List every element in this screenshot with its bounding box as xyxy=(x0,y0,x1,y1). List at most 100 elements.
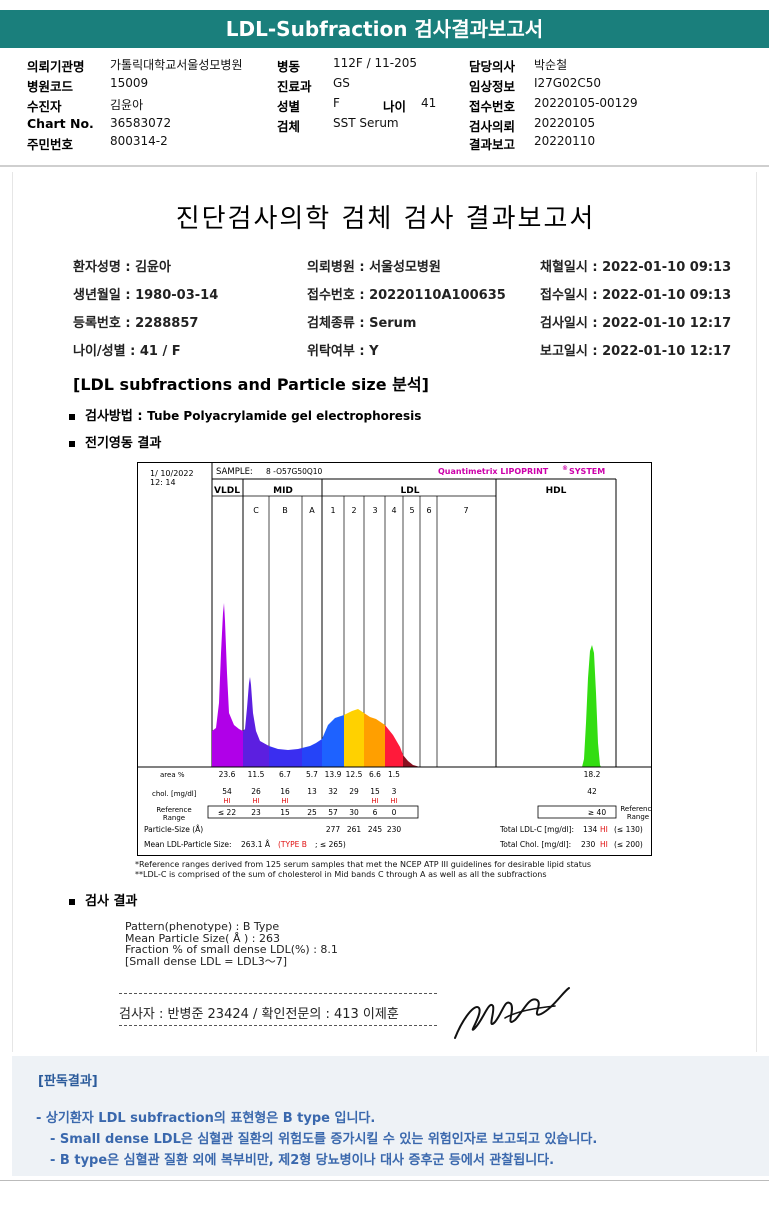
chol-value: 54 xyxy=(222,787,232,796)
interpretation-line: - B type은 심혈관 질환 외에 복부비만, 제2형 당뇨병이나 대사 증… xyxy=(50,1153,555,1168)
patient-info: 검체종류 : Serum xyxy=(307,316,417,331)
particle-size: 261 xyxy=(347,825,362,834)
header-label: 결과보고 xyxy=(469,137,516,152)
peak-ldl3 xyxy=(364,713,385,767)
signature-stroke xyxy=(454,987,570,1039)
header-value: 가톨릭대학교서울성모병원 xyxy=(110,58,243,72)
area-label: area % xyxy=(160,771,185,779)
patient-info: 등록번호 : 2288857 xyxy=(73,316,199,331)
total-ldl-value: 134 xyxy=(583,825,598,834)
ref-value: ≤ 22 xyxy=(218,808,236,817)
interpretation-panel: [판독결과] - 상기환자 LDL subfraction의 표현형은 B ty… xyxy=(12,1056,769,1176)
ref-value: 0 xyxy=(392,808,397,817)
header-value: 112F / 11-205 xyxy=(333,56,417,70)
sample-label: SAMPLE: xyxy=(216,467,253,477)
result-label: 검사 결과 xyxy=(85,894,138,909)
hi-flag: HI xyxy=(252,797,259,805)
chol-value: 16 xyxy=(280,787,290,796)
lab-report: 진단검사의학 검체 검사 결과보고서 환자성명 : 김윤아 의뢰병원 : 서울성… xyxy=(12,172,757,1052)
header-label: 나이 xyxy=(383,99,407,114)
patient-info: 보고일시 : 2022-01-10 12:17 xyxy=(540,344,732,359)
band-a: A xyxy=(309,506,315,515)
footnote: **LDL-C is comprised of the sum of chole… xyxy=(135,870,547,879)
chol-value: 29 xyxy=(349,787,359,796)
chol-value: 42 xyxy=(587,787,597,796)
ref-value: 23 xyxy=(251,808,261,817)
report-title-bar: LDL-Subfraction 검사결과보고서 xyxy=(0,10,769,48)
lab-report-title: 진단검사의학 검체 검사 결과보고서 xyxy=(175,204,596,234)
band-6: 6 xyxy=(426,506,431,515)
peak-hdl xyxy=(582,645,601,767)
band-3: 3 xyxy=(372,506,377,515)
header-label: Chart No. xyxy=(27,116,94,131)
particle-size: 277 xyxy=(326,825,341,834)
brand-name: Quantimetrix LIPOPRINT xyxy=(438,467,549,476)
signature-stroke xyxy=(504,1005,556,1019)
chol-value: 32 xyxy=(328,787,338,796)
chol-label: chol. [mg/dl] xyxy=(152,790,197,798)
chol-value: 3 xyxy=(392,787,397,796)
header-label: 성별 xyxy=(277,99,301,114)
band-7: 7 xyxy=(463,506,468,515)
signature-rule xyxy=(119,993,437,994)
ref-value: 57 xyxy=(328,808,338,817)
particle-size: 245 xyxy=(368,825,383,834)
patient-info: 나이/성별 : 41 / F xyxy=(73,344,181,359)
group-vldl: VLDL xyxy=(214,486,240,496)
header-value: 20220105 xyxy=(534,116,596,130)
ref-value: 25 xyxy=(307,808,317,817)
ref-value: 6 xyxy=(373,808,378,817)
result-line: [Small dense LDL = LDL3～7] xyxy=(125,954,288,968)
result-line: Mean Particle Size( Å ) : 263 xyxy=(125,931,280,945)
header-value: 박순철 xyxy=(534,58,568,72)
mean-size-value: 263.1 Å xyxy=(241,840,271,849)
header-label: 병원코드 xyxy=(27,79,74,94)
header-value: 36583072 xyxy=(110,116,172,130)
band-c: C xyxy=(253,506,259,515)
area-value: 23.6 xyxy=(219,770,236,779)
report-title: LDL-Subfraction 검사결과보고서 xyxy=(225,17,544,41)
result-line: Fraction % of small dense LDL(%) : 8.1 xyxy=(125,943,338,956)
mean-size-type: (TYPE B xyxy=(278,840,307,849)
total-chol-flag: HI xyxy=(600,840,608,849)
header-value: 41 xyxy=(421,96,437,110)
section-title: [LDL subfractions and Particle size 분석] xyxy=(73,375,429,394)
total-ldl-ref: (≤ 130) xyxy=(614,825,643,834)
ref-value: 15 xyxy=(280,808,290,817)
brand-mark: ® xyxy=(562,465,568,472)
patient-info: 환자성명 : 김윤아 xyxy=(73,260,171,275)
patient-info: 접수일시 : 2022-01-10 09:13 xyxy=(540,288,732,303)
total-chol-value: 230 xyxy=(581,840,596,849)
peak-ldl5 xyxy=(403,755,420,767)
peak-ldl1 xyxy=(322,715,344,767)
ref-box-hdl xyxy=(537,805,617,819)
result-block: Pattern(phenotype) : B Type Mean Particl… xyxy=(125,921,338,967)
ref-label-right: Reference xyxy=(620,805,651,813)
ref-value: ≥ 40 xyxy=(588,808,606,817)
group-hdl: HDL xyxy=(546,486,567,496)
bullet-icon xyxy=(69,413,75,420)
header-label: 접수번호 xyxy=(469,99,516,114)
header-value: I27G02C50 xyxy=(534,76,602,90)
area-value: 6.7 xyxy=(279,770,291,779)
peak-mid-b xyxy=(269,746,302,767)
chart-date: 1/ 10/2022 xyxy=(150,469,194,478)
header-label: 임상정보 xyxy=(469,79,516,94)
peak-mid-c xyxy=(243,677,269,767)
ref-label: Reference xyxy=(156,806,191,814)
divider xyxy=(0,1180,769,1181)
method-line: 검사방법 : Tube Polyacrylamide gel electroph… xyxy=(69,405,421,424)
ref-box xyxy=(207,805,419,819)
interpretation-line: - Small dense LDL은 심혈관 질환의 위험도를 증가시킬 수 있… xyxy=(50,1132,598,1147)
brand-suffix: SYSTEM xyxy=(569,467,605,476)
area-value: 11.5 xyxy=(248,770,265,779)
patient-info: 채혈일시 : 2022-01-10 09:13 xyxy=(540,260,732,275)
band-1: 1 xyxy=(330,506,335,515)
peak-ldl4 xyxy=(385,725,403,767)
result-heading: 검사 결과 xyxy=(69,890,137,909)
total-chol-label: Total Chol. [mg/dl]: xyxy=(499,840,571,849)
request-header: 의뢰기관명 가톨릭대학교서울성모병원 병원코드 15009 수진자 김윤아 Ch… xyxy=(0,52,769,164)
header-value: F xyxy=(333,96,340,110)
header-label: 담당의사 xyxy=(469,59,516,74)
header-value: 15009 xyxy=(110,76,149,90)
